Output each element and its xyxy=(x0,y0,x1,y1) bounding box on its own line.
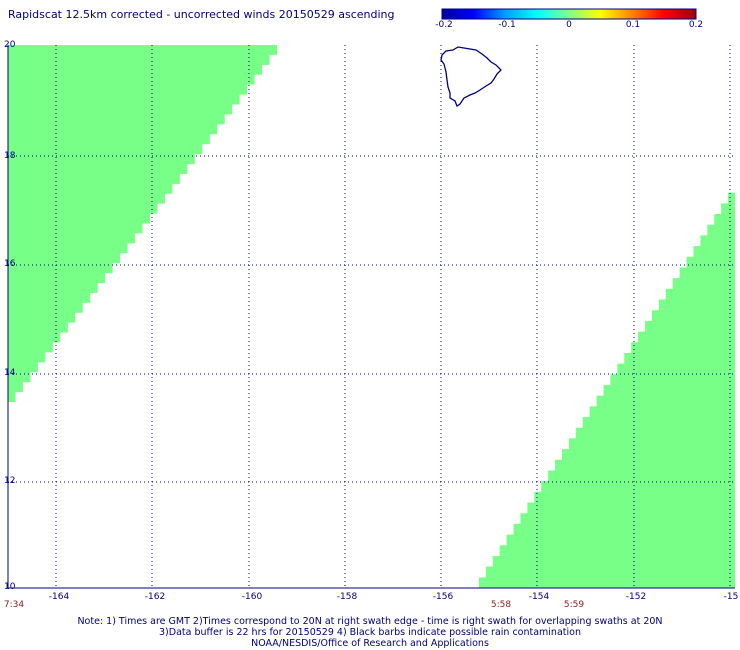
footer-notes: Note: 1) Times are GMT 2)Times correspon… xyxy=(0,616,740,649)
note-line: Note: 1) Times are GMT 2)Times correspon… xyxy=(77,616,663,627)
swath-time-label: 5:58 xyxy=(490,600,512,610)
colorbar-tick-label: -0.2 xyxy=(435,20,453,30)
colorbar-tick-label: 0.1 xyxy=(625,20,641,30)
map-title: Rapidscat 12.5km corrected - uncorrected… xyxy=(8,8,395,21)
swath-time-label: 5:59 xyxy=(563,600,585,610)
latitude-label: 10 xyxy=(4,582,16,592)
swath-right xyxy=(472,182,735,588)
note-line: 3)Data buffer is 22 hrs for 20150529 4) … xyxy=(159,627,581,638)
longitude-label: -15 xyxy=(723,592,739,602)
latitude-label: 20 xyxy=(4,40,16,50)
hawaii-island-outline xyxy=(440,46,502,107)
latitude-label: 16 xyxy=(4,259,16,269)
latitude-label: 14 xyxy=(4,368,16,378)
colorbar-gradient xyxy=(442,9,696,19)
swath-left xyxy=(8,45,277,402)
latitude-label: 18 xyxy=(4,151,16,161)
longitude-label: -164 xyxy=(48,592,70,602)
longitude-label: -152 xyxy=(625,592,647,602)
longitude-label: -160 xyxy=(241,592,263,602)
latitude-label: 12 xyxy=(4,476,16,486)
colorbar-tick-label: 0 xyxy=(566,20,572,30)
note-line: NOAA/NESDIS/Office of Research and Appli… xyxy=(251,638,489,649)
longitude-label: -158 xyxy=(336,592,358,602)
swath-layer xyxy=(8,45,735,588)
colorbar-tick-label: -0.1 xyxy=(498,20,516,30)
colorbar-tick-label: 0.2 xyxy=(688,20,704,30)
colorbar xyxy=(441,8,697,20)
swath-time-label: 7:34 xyxy=(3,600,25,610)
colorbar-frame xyxy=(441,8,697,20)
grid-layer xyxy=(7,45,735,589)
longitude-label: -162 xyxy=(144,592,166,602)
longitude-label: -156 xyxy=(432,592,454,602)
longitude-label: -154 xyxy=(528,592,550,602)
